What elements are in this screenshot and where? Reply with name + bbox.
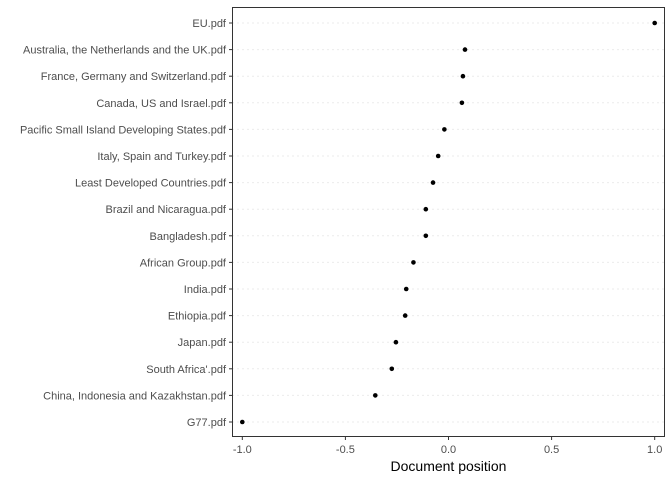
- x-axis-title: Document position: [391, 458, 507, 474]
- x-axis: -1.0 -0.5 0.0 0.5 1.0: [233, 437, 662, 456]
- y-tick-label: EU.pdf: [192, 18, 227, 30]
- plot-background: [232, 7, 665, 437]
- y-tick-label: Brazil and Nicaragua.pdf: [106, 204, 227, 216]
- y-tick-label: South Africa'.pdf: [146, 364, 227, 376]
- x-tick-label: 0.0: [441, 444, 456, 456]
- gridlines: [232, 22, 665, 423]
- data-point: [373, 393, 378, 398]
- y-tick-label: Pacific Small Island Developing States.p…: [20, 124, 227, 136]
- data-point: [240, 419, 245, 425]
- data-point: [393, 339, 399, 345]
- y-tick-label: Canada, US and Israel.pdf: [96, 98, 227, 110]
- data-point: [403, 286, 409, 292]
- data-point: [460, 73, 466, 79]
- y-tick-label: India.pdf: [184, 284, 227, 296]
- y-tick-label: Italy, Spain and Turkey.pdf: [97, 151, 227, 163]
- x-tick-label: 0.5: [544, 444, 559, 456]
- data-point: [411, 260, 416, 265]
- data-point: [423, 206, 429, 212]
- y-tick-label: China, Indonesia and Kazakhstan.pdf: [43, 390, 227, 402]
- data-point: [423, 233, 429, 239]
- data-point: [430, 180, 436, 185]
- data-point: [442, 127, 447, 132]
- x-tick-label: -1.0: [233, 444, 252, 456]
- panel-border: [232, 7, 665, 437]
- data-point: [459, 100, 465, 106]
- y-tick-label: African Group.pdf: [140, 257, 227, 269]
- x-tick-label: 1.0: [647, 444, 662, 456]
- y-tick-label: Australia, the Netherlands and the UK.pd…: [23, 45, 227, 57]
- data-point: [462, 47, 468, 52]
- data-point: [389, 366, 395, 372]
- data-point: [402, 313, 408, 318]
- y-axis: EU.pdf Australia, the Netherlands and the…: [20, 18, 232, 429]
- x-tick-label: -0.5: [336, 444, 355, 456]
- y-tick-label: Least Developed Countries.pdf: [75, 178, 227, 190]
- y-tick-label: Bangladesh.pdf: [150, 231, 227, 243]
- data-point: [435, 153, 441, 159]
- data-points: [240, 20, 657, 425]
- data-point: [652, 20, 657, 26]
- y-tick-label: Japan.pdf: [178, 337, 227, 349]
- y-tick-label: G77.pdf: [187, 417, 227, 429]
- y-tick-label: Ethiopia.pdf: [168, 311, 227, 323]
- y-tick-label: France, Germany and Switzerland.pdf: [41, 71, 227, 83]
